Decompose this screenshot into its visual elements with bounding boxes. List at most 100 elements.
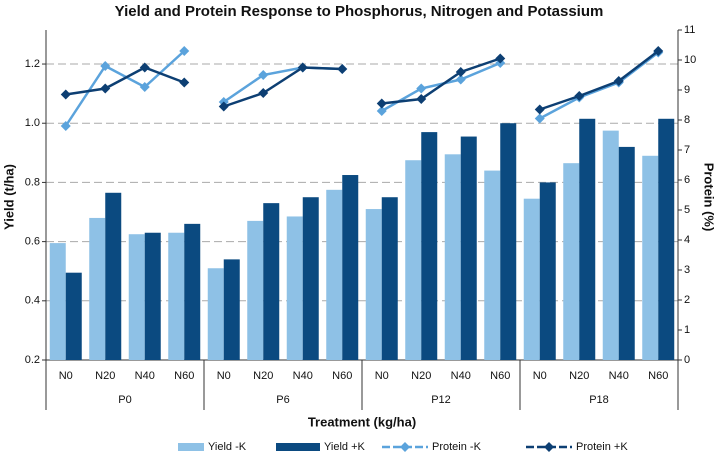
bar	[563, 163, 580, 360]
legend-swatch	[178, 443, 204, 451]
x-tick-label: N0	[59, 370, 73, 382]
bar	[342, 175, 359, 360]
x-tick-label: N40	[451, 370, 471, 382]
marker	[139, 82, 150, 92]
bar	[207, 268, 224, 360]
bar	[579, 118, 596, 360]
marker	[218, 101, 229, 112]
y2-tick-label: 0	[684, 354, 690, 366]
y-axis-label: Yield (t/ha)	[1, 164, 16, 230]
y2-tick-label: 11	[684, 24, 695, 36]
legend-label: Yield +K	[324, 441, 366, 453]
marker	[455, 67, 466, 77]
x-tick-label: N20	[411, 370, 431, 382]
x-tick-label: N20	[253, 370, 273, 382]
marker	[495, 53, 506, 64]
y2-axis-label: Protein (%)	[702, 163, 717, 232]
y-tick-label: 1.2	[25, 58, 40, 70]
x-tick-label: N0	[217, 370, 231, 382]
y2-tick-label: 6	[684, 174, 690, 186]
marker	[416, 83, 427, 94]
bar	[168, 232, 185, 360]
marker	[60, 89, 71, 100]
marker	[60, 121, 71, 131]
x-tick-label: N40	[293, 370, 313, 382]
group-label: P0	[118, 394, 131, 406]
x-tick-label: N60	[490, 370, 510, 382]
bar	[500, 123, 517, 360]
line	[65, 66, 185, 96]
marker	[416, 94, 427, 104]
marker	[613, 76, 624, 86]
bar	[286, 216, 303, 360]
line	[381, 57, 501, 105]
marker	[297, 62, 308, 73]
bar	[642, 155, 659, 360]
y2-tick-label: 10	[684, 54, 696, 66]
marker	[100, 61, 111, 71]
marker	[455, 74, 466, 85]
bar	[523, 198, 540, 360]
y2-tick-label: 3	[684, 264, 690, 276]
marker	[534, 113, 545, 124]
bar	[144, 232, 161, 360]
marker	[337, 64, 348, 74]
marker	[179, 77, 190, 88]
marker	[376, 98, 387, 109]
y2-tick-label: 5	[684, 204, 690, 216]
marker	[574, 91, 585, 101]
x-tick-label: N40	[609, 370, 629, 382]
bar	[460, 136, 477, 360]
bar	[539, 182, 556, 360]
x-tick-label: N60	[174, 370, 194, 382]
bar	[49, 243, 66, 360]
x-tick-label: N40	[135, 370, 155, 382]
bar	[365, 209, 382, 360]
bar	[326, 189, 343, 360]
y2-tick-label: 2	[684, 294, 690, 306]
line	[223, 66, 343, 108]
x-tick-label: N0	[533, 370, 547, 382]
x-tick-label: N60	[648, 370, 668, 382]
y-tick-label: 0.2	[25, 354, 40, 366]
legend-label: Protein +K	[576, 441, 628, 453]
x-tick-label: N0	[375, 370, 389, 382]
bar	[405, 160, 422, 360]
marker	[534, 104, 545, 115]
bar	[381, 197, 398, 360]
bar	[444, 154, 461, 360]
group-label: P6	[276, 394, 289, 406]
marker	[653, 46, 664, 56]
y2-tick-label: 4	[684, 234, 690, 246]
chart-title: Yield and Protein Response to Phosphorus…	[115, 3, 604, 20]
x-tick-label: N20	[569, 370, 589, 382]
bar	[602, 130, 619, 360]
line	[223, 66, 343, 104]
legend-label: Yield -K	[208, 441, 247, 453]
marker	[376, 106, 387, 116]
bar	[302, 197, 319, 360]
y-tick-label: 0.4	[25, 295, 40, 307]
line	[539, 50, 660, 111]
bar	[658, 118, 675, 360]
marker	[258, 70, 269, 80]
bar	[263, 203, 280, 360]
y2-tick-label: 8	[684, 114, 690, 126]
legend-marker	[400, 442, 410, 452]
marker	[179, 46, 190, 56]
y-tick-label: 1.0	[25, 117, 40, 129]
bar	[247, 220, 264, 360]
bar	[105, 192, 122, 360]
group-label: P18	[589, 394, 609, 406]
bar	[65, 272, 82, 360]
marker	[100, 83, 111, 94]
x-tick-label: N60	[332, 370, 352, 382]
bar	[89, 217, 106, 360]
bar	[421, 132, 438, 360]
marker	[258, 88, 269, 98]
y2-tick-label: 1	[684, 324, 690, 336]
marker	[139, 62, 150, 73]
line	[64, 50, 186, 127]
legend-swatch	[276, 443, 320, 451]
bar	[184, 223, 201, 360]
